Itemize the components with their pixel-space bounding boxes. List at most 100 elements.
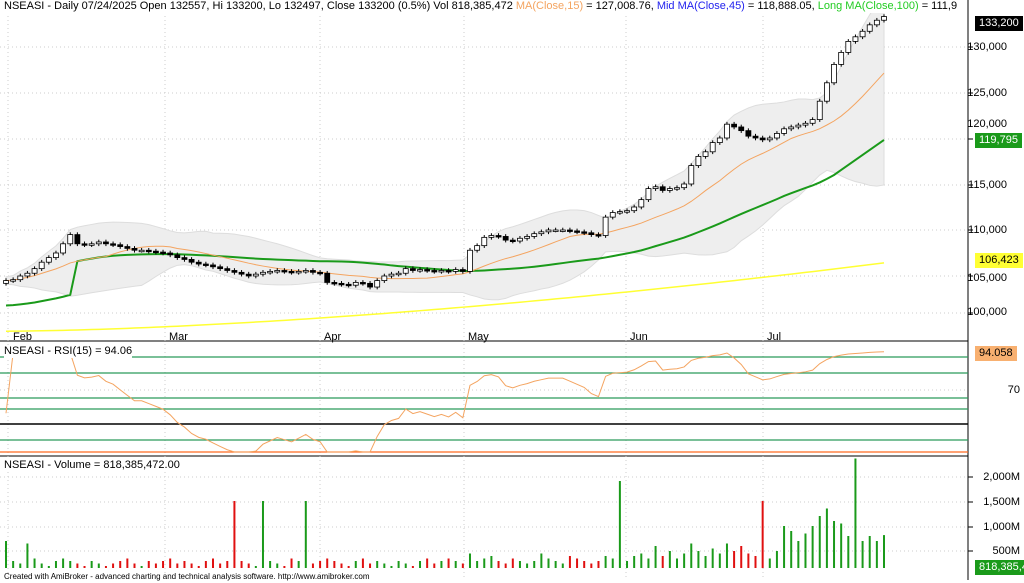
candle-body: [638, 199, 645, 208]
candle-body: [167, 252, 174, 256]
candle-body: [302, 270, 309, 273]
candle-body: [838, 52, 845, 65]
mid-ma-value: = 118,888.05,: [744, 0, 818, 12]
candle-body: [716, 137, 723, 143]
volume-badge: 818,385,4: [975, 560, 1024, 575]
candle-body: [809, 119, 816, 124]
ma15-value: = 127,008.76,: [583, 0, 657, 12]
rsi-badge: 94.058: [975, 346, 1017, 361]
price-header: NSEASI - Daily 07/24/2025 Open 132557, H…: [4, 0, 958, 13]
candle-body: [238, 271, 245, 275]
candle-body: [188, 259, 195, 263]
candle-body: [823, 82, 830, 102]
candle-body: [852, 36, 859, 42]
candle-body: [174, 254, 181, 258]
candle-body: [652, 186, 659, 189]
candle-body: [338, 282, 345, 286]
candle-body: [31, 268, 38, 274]
candle-body: [438, 270, 445, 273]
price-tick: 105,000: [967, 272, 1007, 284]
candle-body: [10, 279, 17, 282]
candle-body: [595, 234, 602, 237]
candle-body: [260, 271, 266, 275]
price-tick: 115,000: [968, 179, 1007, 191]
candle-body: [217, 266, 224, 270]
price-tick: 100,000: [967, 306, 1007, 318]
candle-body: [224, 268, 231, 271]
candle-body: [538, 231, 545, 235]
candle-body: [381, 275, 388, 281]
candle-body: [145, 249, 152, 253]
candle-body: [866, 24, 873, 32]
candle-body: [202, 263, 209, 266]
month-label: May: [468, 331, 489, 343]
candle-body: [310, 270, 316, 273]
candle-body: [3, 280, 9, 284]
price-tick: 120,000: [967, 118, 1007, 130]
candle-body: [60, 243, 67, 254]
candle-body: [38, 261, 45, 270]
volume-header: NSEASI - Volume = 818,385,472.00: [4, 459, 180, 472]
rsi-line: [5, 351, 885, 453]
month-label: Mar: [169, 331, 188, 343]
candle-body: [666, 188, 673, 191]
candle-body: [324, 272, 331, 283]
candle-body: [88, 243, 95, 246]
candle-body: [274, 270, 281, 273]
mid-ma-line: [5, 139, 885, 307]
candle-body: [138, 249, 145, 253]
candle-body: [452, 269, 459, 272]
candle-body: [517, 237, 523, 242]
candle-body: [481, 236, 488, 247]
month-label: Apr: [324, 331, 342, 343]
candle-body: [160, 251, 166, 254]
candle-body: [317, 271, 323, 275]
candle-body: [124, 246, 131, 249]
candle-body: [831, 64, 837, 84]
price-tick: 125,000: [967, 87, 1007, 99]
candle-body: [502, 236, 509, 241]
candle-body: [409, 268, 416, 271]
candle-body: [345, 283, 352, 287]
candle-body: [624, 210, 630, 213]
rsi-tick: 70: [1007, 384, 1020, 396]
volume-tick: 500M: [992, 545, 1020, 557]
candle-body: [181, 257, 188, 260]
candle-body: [738, 126, 745, 132]
candle-body: [781, 128, 787, 134]
candle-body: [110, 243, 116, 246]
long-ma-badge: 106,423: [975, 253, 1023, 268]
candle-body: [681, 183, 688, 189]
rsi-header: NSEASI - RSI(15) = 94.06: [4, 345, 133, 358]
candle-body: [210, 264, 216, 268]
candle-body: [702, 151, 709, 157]
mid-ma-badge: 119,795: [975, 133, 1022, 148]
candle-body: [524, 236, 530, 239]
candle-body: [95, 241, 102, 245]
month-label: Jun: [630, 331, 648, 343]
candle-body: [445, 270, 452, 273]
candle-body: [688, 165, 695, 185]
long-ma-value: = 111,9: [918, 0, 958, 12]
candle-body: [402, 268, 409, 274]
close-badge: 133,200: [975, 16, 1023, 31]
candle-body: [67, 234, 74, 245]
candle-body: [281, 270, 288, 273]
candle-body: [360, 282, 366, 285]
candle-body: [153, 250, 159, 254]
candle-body: [859, 30, 866, 38]
candle-body: [103, 241, 109, 245]
candle-body: [574, 230, 580, 233]
candle-body: [709, 142, 716, 153]
candle-body: [724, 123, 730, 139]
candle-body: [388, 273, 395, 277]
bollinger-band: [5, 0, 885, 301]
candle-body: [759, 137, 766, 141]
candle-body: [545, 229, 552, 233]
candle-body: [367, 282, 373, 288]
candle-body: [245, 273, 252, 277]
candle-body: [802, 122, 809, 126]
long-ma-label: Long MA(Close,100): [817, 0, 919, 12]
